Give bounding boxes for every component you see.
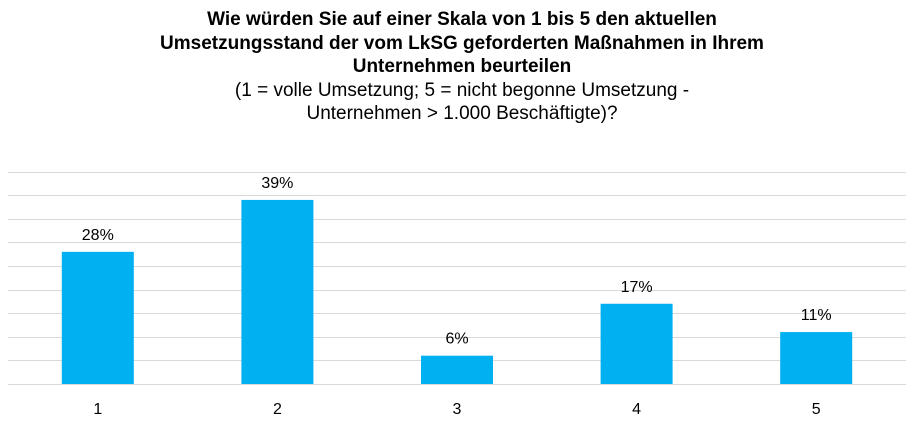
chart-subtitle-line: Unternehmen > 1.000 Beschäftigte)? xyxy=(306,103,618,124)
chart-title-line: Unternehmen beurteilen xyxy=(352,56,572,77)
data-label: 28% xyxy=(82,227,114,244)
data-label: 6% xyxy=(445,331,468,348)
bar xyxy=(780,332,853,384)
x-tick-label: 2 xyxy=(273,401,282,418)
bar xyxy=(61,251,134,384)
bar xyxy=(421,355,493,384)
data-label: 17% xyxy=(621,279,653,296)
x-tick-label: 1 xyxy=(93,401,102,418)
chart-title: Wie würden Sie auf einer Skala von 1 bis… xyxy=(0,8,924,79)
bar xyxy=(600,303,673,384)
x-tick-label: 3 xyxy=(453,401,462,418)
x-tick-label: 5 xyxy=(812,401,821,418)
x-tick-label: 4 xyxy=(632,401,641,418)
chart-subtitle-line: (1 = volle Umsetzung; 5 = nicht begonne … xyxy=(234,79,690,101)
data-label: 11% xyxy=(801,307,832,324)
chart-title-line: Wie würden Sie auf einer Skala von 1 bis… xyxy=(207,9,717,30)
chart-title-block: Wie würden Sie auf einer Skala von 1 bis… xyxy=(0,8,924,126)
chart-title-line: Umsetzungsstand der vom LkSG geforderten… xyxy=(160,32,764,54)
data-label: 39% xyxy=(261,175,293,192)
chart-subtitle: (1 = volle Umsetzung; 5 = nicht begonne … xyxy=(0,79,924,126)
bar xyxy=(241,199,314,384)
